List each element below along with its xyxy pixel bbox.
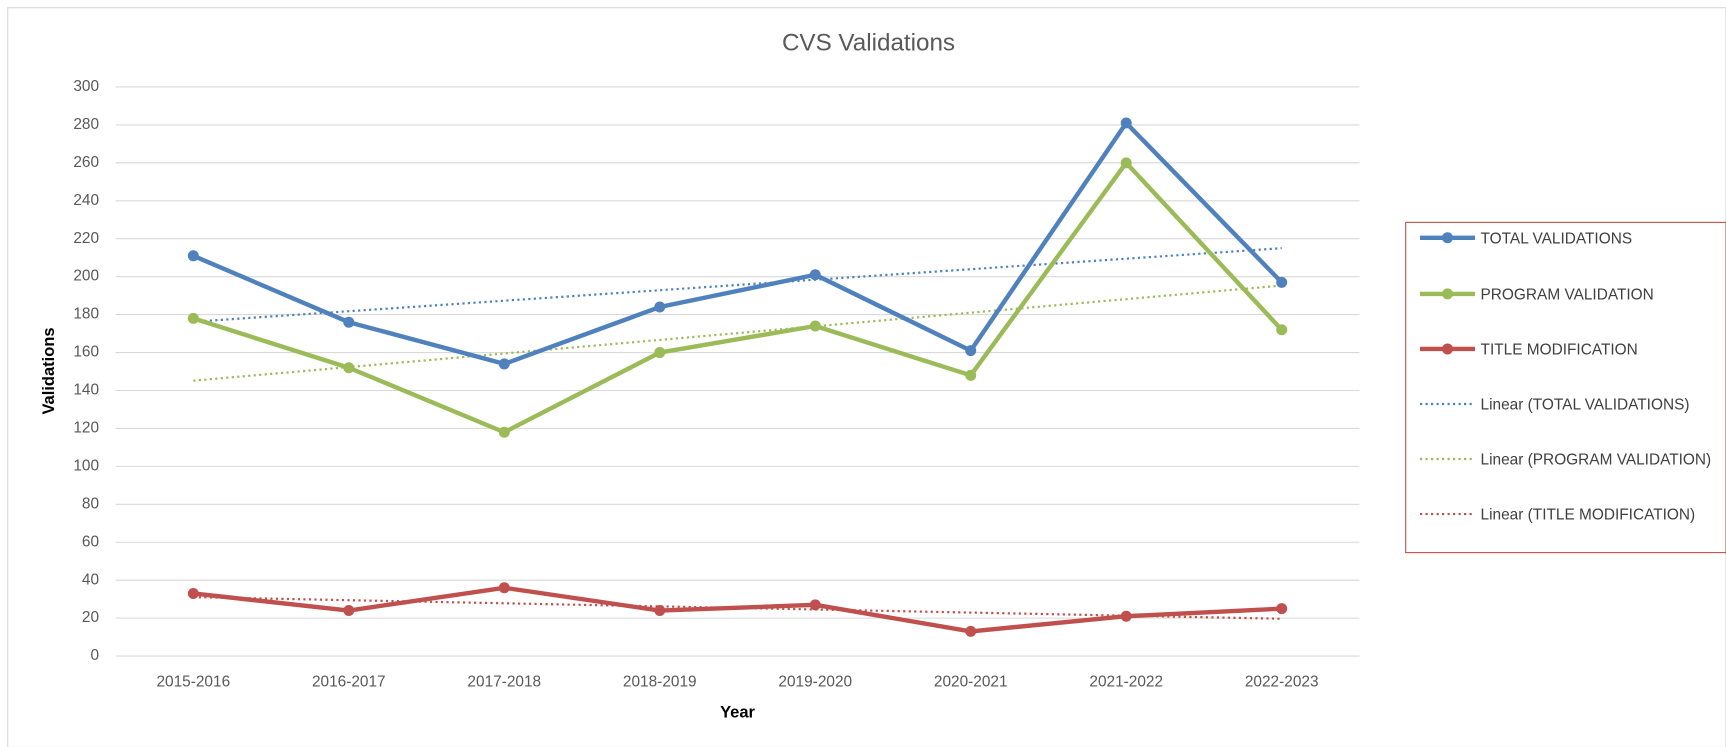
y-tick-label: 80 bbox=[82, 495, 99, 512]
legend-box bbox=[1405, 221, 1726, 554]
series-line bbox=[192, 120, 1284, 367]
y-tick-label: 100 bbox=[73, 457, 99, 474]
data-point bbox=[187, 587, 199, 599]
trendline bbox=[193, 247, 1282, 323]
data-point bbox=[187, 250, 199, 262]
legend-item: Linear (TITLE MODIFICATION) bbox=[1480, 505, 1696, 523]
data-point bbox=[654, 347, 666, 359]
y-tick-label: 300 bbox=[73, 78, 99, 95]
legend-label: TOTAL VALIDATIONS bbox=[1480, 228, 1633, 247]
data-point bbox=[343, 605, 355, 617]
x-axis-label: Year bbox=[720, 704, 755, 722]
y-tick-label: 40 bbox=[82, 571, 99, 588]
x-tick-label: 2022-2023 bbox=[1245, 674, 1319, 691]
y-tick-label: 200 bbox=[73, 268, 99, 285]
y-tick-label: 280 bbox=[73, 116, 99, 133]
y-tick-label: 140 bbox=[73, 382, 99, 399]
data-point bbox=[809, 599, 821, 611]
legend-item: Linear (PROGRAM VALIDATION) bbox=[1480, 450, 1712, 468]
x-tick-label: 2021-2022 bbox=[1089, 674, 1163, 691]
data-point bbox=[809, 320, 821, 332]
data-point bbox=[343, 316, 355, 328]
y-tick-label: 260 bbox=[73, 154, 99, 171]
y-tick-label: 160 bbox=[73, 344, 99, 361]
data-point bbox=[187, 312, 199, 324]
legend-label: Linear (TITLE MODIFICATION) bbox=[1480, 505, 1696, 523]
legend-marker bbox=[1442, 288, 1454, 300]
data-point bbox=[498, 358, 510, 370]
y-tick-label: 60 bbox=[82, 533, 99, 550]
y-tick-label: 220 bbox=[73, 230, 99, 247]
legend-marker bbox=[1442, 232, 1454, 244]
data-point bbox=[498, 582, 510, 594]
legend-item: TITLE MODIFICATION bbox=[1480, 340, 1638, 358]
series-line bbox=[192, 160, 1284, 435]
legend-label: Linear (TOTAL VALIDATIONS) bbox=[1480, 395, 1690, 413]
legend-marker bbox=[1442, 343, 1454, 355]
y-axis-label: Validations bbox=[40, 327, 58, 414]
data-point bbox=[965, 345, 977, 357]
x-tick-label: 2018-2019 bbox=[623, 674, 697, 691]
chart-frame bbox=[7, 7, 1726, 747]
legend-item: PROGRAM VALIDATION bbox=[1480, 285, 1654, 303]
x-tick-label: 2020-2021 bbox=[934, 674, 1008, 691]
data-point bbox=[965, 625, 977, 637]
chart-title: CVS Validations bbox=[782, 29, 955, 56]
data-point bbox=[654, 301, 666, 313]
legend-label: TITLE MODIFICATION bbox=[1480, 340, 1638, 358]
x-tick-label: 2015-2016 bbox=[156, 674, 230, 691]
data-point bbox=[1276, 603, 1288, 615]
data-point bbox=[1276, 324, 1288, 336]
series-line bbox=[193, 585, 1282, 634]
data-point bbox=[1120, 117, 1132, 129]
legend-label: PROGRAM VALIDATION bbox=[1480, 285, 1654, 303]
x-tick-label: 2017-2018 bbox=[467, 674, 541, 691]
data-point bbox=[965, 369, 977, 381]
x-tick-label: 2019-2020 bbox=[778, 674, 852, 691]
data-point bbox=[1120, 157, 1132, 169]
y-tick-label: 240 bbox=[73, 192, 99, 209]
y-tick-label: 0 bbox=[90, 647, 99, 664]
y-tick-label: 20 bbox=[82, 609, 99, 626]
data-point bbox=[343, 362, 355, 374]
data-point bbox=[654, 605, 666, 617]
legend-item: Linear (TOTAL VALIDATIONS) bbox=[1480, 395, 1690, 413]
y-tick-label: 180 bbox=[73, 306, 99, 323]
y-tick-label: 120 bbox=[73, 420, 99, 437]
legend-item: TOTAL VALIDATIONS bbox=[1480, 228, 1633, 247]
data-point bbox=[1120, 610, 1132, 622]
trendline bbox=[193, 284, 1282, 382]
x-tick-label: 2016-2017 bbox=[312, 674, 386, 691]
data-point bbox=[1276, 276, 1288, 288]
data-point bbox=[498, 426, 510, 438]
legend-label: Linear (PROGRAM VALIDATION) bbox=[1480, 450, 1712, 468]
data-point bbox=[809, 269, 821, 281]
